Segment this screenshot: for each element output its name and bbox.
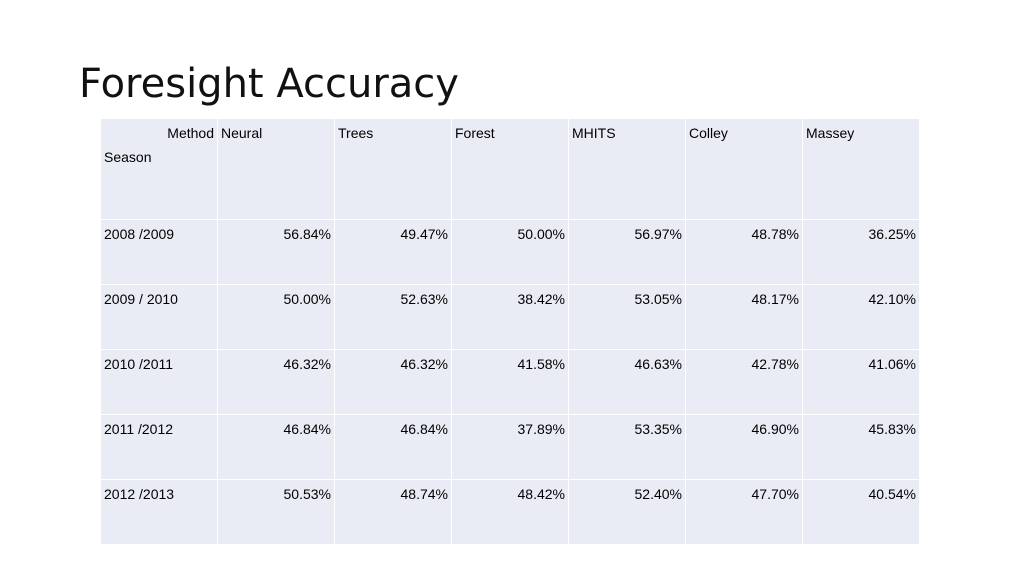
value-cell: 56.84% bbox=[217, 219, 335, 285]
value-cell: 48.17% bbox=[685, 284, 803, 350]
value-cell: 48.42% bbox=[451, 479, 569, 545]
column-header-massey: Massey bbox=[802, 118, 920, 220]
value-cell: 46.63% bbox=[568, 349, 686, 415]
value-cell: 53.05% bbox=[568, 284, 686, 350]
value-cell: 52.40% bbox=[568, 479, 686, 545]
value-cell: 42.10% bbox=[802, 284, 920, 350]
value-cell: 36.25% bbox=[802, 219, 920, 285]
value-cell: 46.32% bbox=[334, 349, 452, 415]
table-header-row: Method Season Neural Trees Forest MHITS … bbox=[100, 118, 920, 220]
table-row: 2009 / 2010 50.00% 52.63% 38.42% 53.05% … bbox=[100, 284, 920, 350]
value-cell: 50.53% bbox=[217, 479, 335, 545]
accuracy-table: Method Season Neural Trees Forest MHITS … bbox=[100, 118, 920, 545]
slide-title: Foresight Accuracy bbox=[79, 61, 459, 107]
value-cell: 38.42% bbox=[451, 284, 569, 350]
corner-method-label: Method bbox=[167, 125, 214, 141]
column-header-forest: Forest bbox=[451, 118, 569, 220]
value-cell: 49.47% bbox=[334, 219, 452, 285]
value-cell: 48.74% bbox=[334, 479, 452, 545]
corner-season-label: Season bbox=[104, 149, 152, 165]
season-cell: 2012 /2013 bbox=[100, 479, 218, 545]
season-cell: 2009 / 2010 bbox=[100, 284, 218, 350]
value-cell: 53.35% bbox=[568, 414, 686, 480]
corner-header-cell: Method Season bbox=[100, 118, 218, 220]
table-row: 2010 /2011 46.32% 46.32% 41.58% 46.63% 4… bbox=[100, 349, 920, 415]
value-cell: 45.83% bbox=[802, 414, 920, 480]
value-cell: 41.58% bbox=[451, 349, 569, 415]
season-cell: 2011 /2012 bbox=[100, 414, 218, 480]
value-cell: 46.84% bbox=[217, 414, 335, 480]
column-header-colley: Colley bbox=[685, 118, 803, 220]
value-cell: 41.06% bbox=[802, 349, 920, 415]
column-header-trees: Trees bbox=[334, 118, 452, 220]
value-cell: 47.70% bbox=[685, 479, 803, 545]
value-cell: 56.97% bbox=[568, 219, 686, 285]
value-cell: 40.54% bbox=[802, 479, 920, 545]
table-row: 2011 /2012 46.84% 46.84% 37.89% 53.35% 4… bbox=[100, 414, 920, 480]
value-cell: 46.90% bbox=[685, 414, 803, 480]
value-cell: 46.84% bbox=[334, 414, 452, 480]
value-cell: 48.78% bbox=[685, 219, 803, 285]
value-cell: 37.89% bbox=[451, 414, 569, 480]
column-header-neural: Neural bbox=[217, 118, 335, 220]
season-cell: 2008 /2009 bbox=[100, 219, 218, 285]
column-header-mhits: MHITS bbox=[568, 118, 686, 220]
value-cell: 50.00% bbox=[451, 219, 569, 285]
value-cell: 42.78% bbox=[685, 349, 803, 415]
value-cell: 50.00% bbox=[217, 284, 335, 350]
value-cell: 52.63% bbox=[334, 284, 452, 350]
table-row: 2012 /2013 50.53% 48.74% 48.42% 52.40% 4… bbox=[100, 479, 920, 545]
season-cell: 2010 /2011 bbox=[100, 349, 218, 415]
table-row: 2008 /2009 56.84% 49.47% 50.00% 56.97% 4… bbox=[100, 219, 920, 285]
value-cell: 46.32% bbox=[217, 349, 335, 415]
